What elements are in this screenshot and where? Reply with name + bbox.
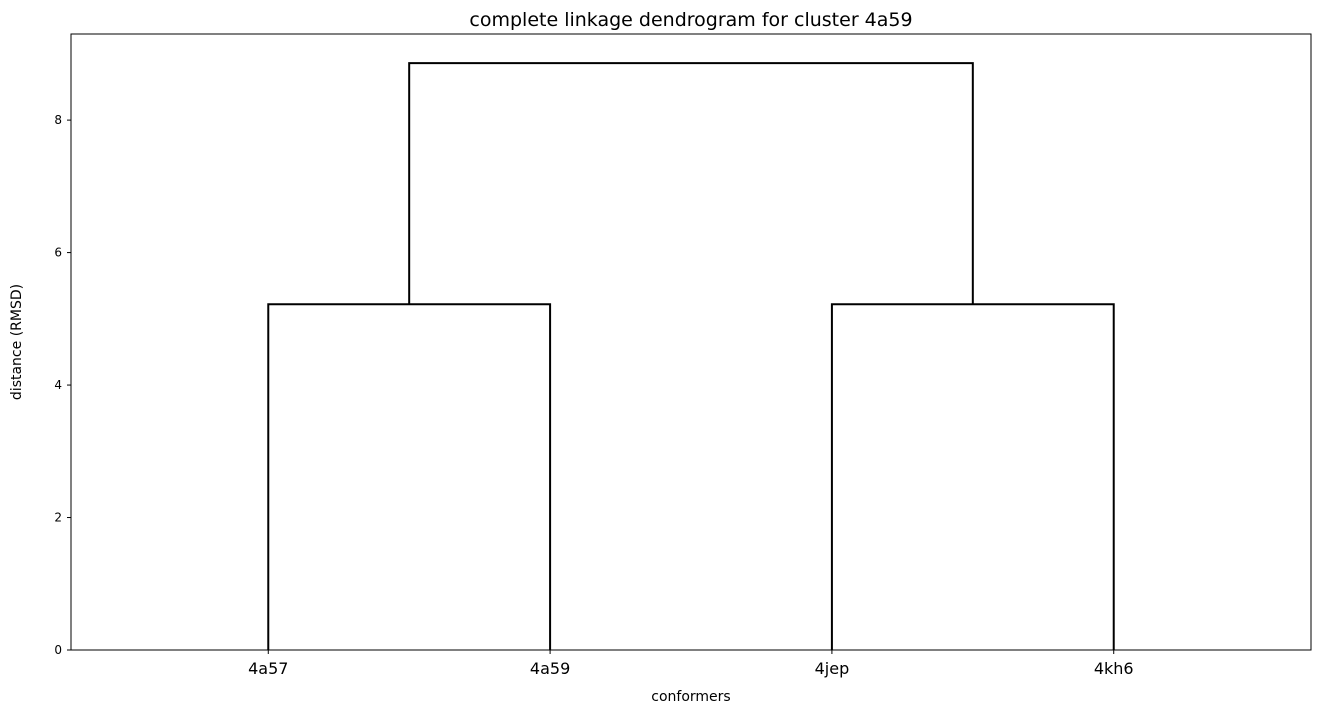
y-tick-label: 0 <box>54 643 62 657</box>
y-tick-label: 4 <box>54 378 62 392</box>
x-axis: 4a57 4a59 4jep 4kh6 <box>248 650 1134 678</box>
y-tick-label: 8 <box>54 113 62 127</box>
y-tick-label: 2 <box>54 511 62 525</box>
leaf-label-4a57: 4a57 <box>248 659 288 678</box>
chart-title: complete linkage dendrogram for cluster … <box>469 9 912 31</box>
dendrogram-link-3 <box>408 62 974 305</box>
x-axis-label: conformers <box>651 689 730 705</box>
y-tick-label: 6 <box>54 246 62 260</box>
dendrogram-link-2 <box>830 303 1115 650</box>
leaf-label-4jep: 4jep <box>815 659 850 678</box>
dendrogram-link-1 <box>267 303 552 650</box>
y-axis: 0 2 4 6 8 <box>54 113 71 657</box>
y-axis-label: distance (RMSD) <box>9 284 25 400</box>
leaf-label-4kh6: 4kh6 <box>1094 659 1134 678</box>
leaf-label-4a59: 4a59 <box>530 659 570 678</box>
dendrogram-links <box>267 62 1115 650</box>
plot-area <box>70 33 1312 651</box>
